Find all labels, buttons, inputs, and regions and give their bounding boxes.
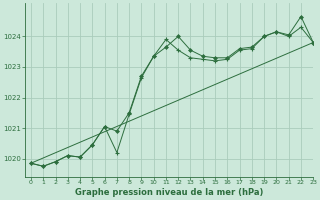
X-axis label: Graphe pression niveau de la mer (hPa): Graphe pression niveau de la mer (hPa) xyxy=(75,188,263,197)
